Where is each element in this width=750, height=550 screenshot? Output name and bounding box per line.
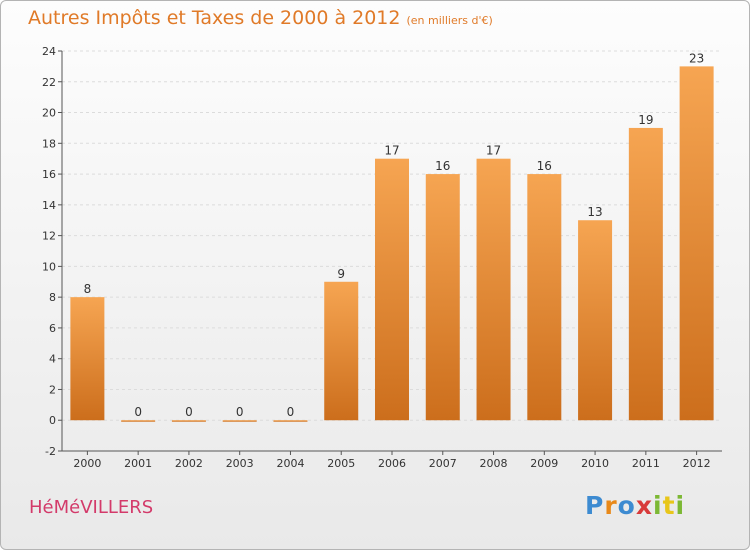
chart-title: Autres Impôts et Taxes de 2000 à 2012 (en… <box>28 7 493 29</box>
data-label: 8 <box>84 282 92 296</box>
data-label: 19 <box>638 113 653 127</box>
x-tick-label: 2000 <box>73 457 101 470</box>
bar <box>527 174 562 421</box>
logo-letter: o <box>617 491 636 520</box>
bar <box>628 127 663 421</box>
y-tick-label: 6 <box>49 322 56 335</box>
proxiti-logo[interactable]: Proxiti <box>585 491 685 520</box>
logo-letter: r <box>604 491 618 520</box>
bar <box>273 420 308 422</box>
y-tick-label: 4 <box>49 353 56 366</box>
data-label: 0 <box>185 405 193 419</box>
y-tick-label: 0 <box>49 414 56 427</box>
data-label: 23 <box>689 51 704 65</box>
x-tick-label: 2010 <box>581 457 609 470</box>
x-tick-label: 2002 <box>175 457 203 470</box>
bar <box>121 420 156 422</box>
x-tick-label: 2001 <box>124 457 152 470</box>
data-label: 0 <box>287 405 295 419</box>
y-tick-label: 8 <box>49 291 56 304</box>
x-tick-label: 2007 <box>429 457 457 470</box>
bar <box>70 297 105 421</box>
x-tick-label: 2003 <box>226 457 254 470</box>
data-label: 17 <box>486 144 501 158</box>
data-label: 13 <box>587 205 602 219</box>
x-tick-label: 2009 <box>530 457 558 470</box>
bar <box>476 158 511 421</box>
logo-letter: i <box>653 491 663 520</box>
bar <box>375 158 409 421</box>
logo-letter: P <box>585 491 605 520</box>
bar <box>578 220 613 421</box>
data-label: 16 <box>435 159 450 173</box>
y-tick-label: 10 <box>42 260 56 273</box>
bars: 8 0 0 0 0 9 17 16 17 16 13 19 23 <box>70 51 714 422</box>
title-text: Autres Impôts et Taxes de 2000 à 2012 <box>28 7 401 29</box>
bar <box>171 420 206 422</box>
title-unit: (en milliers d'€) <box>406 14 493 27</box>
x-tick-label: 2012 <box>683 457 711 470</box>
logo-letter: x <box>635 491 653 520</box>
y-tick-label: -2 <box>45 445 56 458</box>
data-label: 0 <box>236 405 244 419</box>
logo-letter: t <box>662 491 676 520</box>
y-tick-label: 20 <box>42 107 56 120</box>
bar <box>425 174 460 421</box>
data-label: 17 <box>384 144 399 158</box>
x-tick-label: 2011 <box>632 457 660 470</box>
data-label: 16 <box>537 159 552 173</box>
x-tick-label: 2006 <box>378 457 406 470</box>
logo-letter: i <box>675 491 686 520</box>
commune-name: HéMéVILLERS <box>29 497 154 518</box>
bar <box>679 66 714 421</box>
bar <box>222 420 257 422</box>
x-tick-label: 2008 <box>480 457 508 470</box>
bar <box>324 281 359 421</box>
data-label: 0 <box>134 405 142 419</box>
y-tick-label: 2 <box>49 383 56 396</box>
x-tick-label: 2005 <box>327 457 355 470</box>
y-tick-label: 22 <box>42 76 56 89</box>
y-tick-label: 14 <box>42 199 56 212</box>
y-tick-label: 12 <box>42 230 56 243</box>
x-tick-label: 2004 <box>276 457 304 470</box>
y-tick-label: 16 <box>42 168 56 181</box>
y-tick-label: 18 <box>42 137 56 150</box>
data-label: 9 <box>337 267 345 281</box>
y-tick-label: 24 <box>42 45 56 58</box>
